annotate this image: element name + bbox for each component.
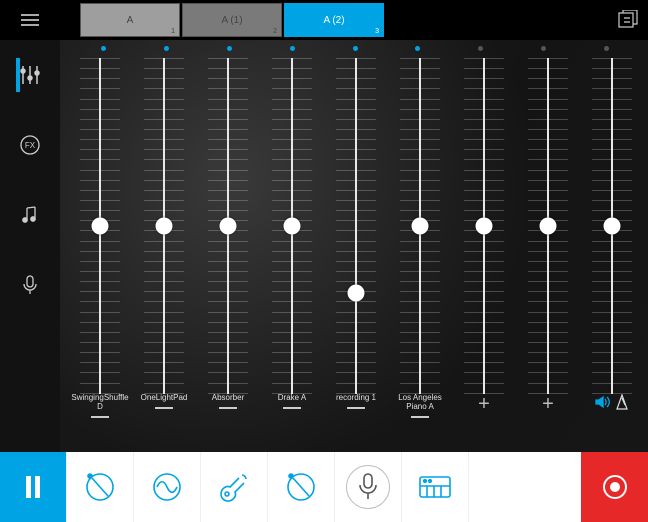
- mic-icon[interactable]: [0, 250, 60, 320]
- drum-loop-2[interactable]: [268, 452, 335, 522]
- mixer-area: [68, 58, 644, 394]
- fader-thumb[interactable]: [476, 218, 493, 235]
- channel-dot: [449, 46, 512, 54]
- svg-text:FX: FX: [25, 141, 36, 150]
- left-rail: FX: [0, 40, 60, 452]
- scene-tabs: A1A (1)2A (2)3: [80, 3, 386, 37]
- channel-3: [196, 58, 260, 394]
- channel-dot: [135, 46, 198, 54]
- fader-thumb[interactable]: [348, 285, 365, 302]
- channel-2: [132, 58, 196, 394]
- fader-thumb[interactable]: [220, 218, 237, 235]
- channel-dot: [261, 46, 324, 54]
- scene-tab-index: 3: [375, 28, 379, 35]
- track-name: SwingingShuffleD: [71, 394, 128, 412]
- channel-label-6[interactable]: Los AngelesPiano A: [388, 394, 452, 428]
- track-name: recording 1: [336, 394, 376, 403]
- scene-tab-1[interactable]: A1: [80, 3, 180, 37]
- channel-dot: [575, 46, 638, 54]
- mic-input[interactable]: [335, 452, 402, 522]
- scene-tab-index: 2: [273, 28, 277, 35]
- channel-labels-row: SwingingShuffleD OneLightPad Absorber Drake…: [68, 394, 644, 428]
- fx-icon[interactable]: FX: [0, 110, 60, 180]
- channel-9: [580, 58, 644, 394]
- drum-loop-1[interactable]: [67, 452, 134, 522]
- channel-dot: [72, 46, 135, 54]
- channel-label-7[interactable]: +: [452, 394, 516, 428]
- notes-icon[interactable]: [0, 180, 60, 250]
- channel-label-9[interactable]: [580, 394, 644, 428]
- track-name: Los AngelesPiano A: [398, 394, 442, 412]
- presets-button[interactable]: [618, 10, 638, 33]
- fader-thumb[interactable]: [284, 218, 301, 235]
- menu-button[interactable]: [0, 0, 60, 40]
- fader-thumb[interactable]: [92, 218, 109, 235]
- channel-label-8[interactable]: +: [516, 394, 580, 428]
- fader-thumb[interactable]: [540, 218, 557, 235]
- synth-loop[interactable]: [134, 452, 201, 522]
- metronome-icon: [615, 394, 629, 410]
- bottom-spacer: [469, 452, 581, 522]
- scene-tab-label: A (2): [323, 15, 344, 26]
- add-track-icon: +: [478, 394, 490, 414]
- channel-label-2[interactable]: OneLightPad: [132, 394, 196, 428]
- channel-dots-row: [72, 46, 638, 54]
- scene-tab-label: A: [127, 15, 134, 26]
- mixer-icon[interactable]: [0, 40, 60, 110]
- record-button[interactable]: [581, 452, 648, 522]
- top-bar: A1A (1)2A (2)3: [0, 0, 648, 40]
- channel-8: [516, 58, 580, 394]
- fader-thumb[interactable]: [156, 218, 173, 235]
- channel-dot: [198, 46, 261, 54]
- channel-label-4[interactable]: Drake A: [260, 394, 324, 428]
- track-name: Drake A: [278, 394, 306, 403]
- channel-1: [68, 58, 132, 394]
- scene-tab-3[interactable]: A (2) 3: [284, 3, 384, 37]
- channel-5: [324, 58, 388, 394]
- fader-thumb[interactable]: [412, 218, 429, 235]
- fader-thumb[interactable]: [604, 218, 621, 235]
- channel-dot: [386, 46, 449, 54]
- channel-4: [260, 58, 324, 394]
- pause-button[interactable]: [0, 452, 67, 522]
- channel-dot: [512, 46, 575, 54]
- channel-dot: [324, 46, 387, 54]
- add-track-icon: +: [542, 394, 554, 414]
- speaker-icon: [595, 395, 611, 409]
- channel-label-1[interactable]: SwingingShuffleD: [68, 394, 132, 428]
- scene-tab-2[interactable]: A (1) 2: [182, 3, 282, 37]
- track-name: OneLightPad: [141, 394, 188, 403]
- scene-tab-label: A (1): [221, 15, 242, 26]
- guitar-loop[interactable]: [201, 452, 268, 522]
- channel-label-5[interactable]: recording 1: [324, 394, 388, 428]
- track-name: Absorber: [212, 394, 244, 403]
- channel-7: [452, 58, 516, 394]
- bottom-bar: [0, 452, 648, 522]
- channel-6: [388, 58, 452, 394]
- channel-label-3[interactable]: Absorber: [196, 394, 260, 428]
- keyboard-input[interactable]: [402, 452, 469, 522]
- scene-tab-index: 1: [171, 28, 175, 35]
